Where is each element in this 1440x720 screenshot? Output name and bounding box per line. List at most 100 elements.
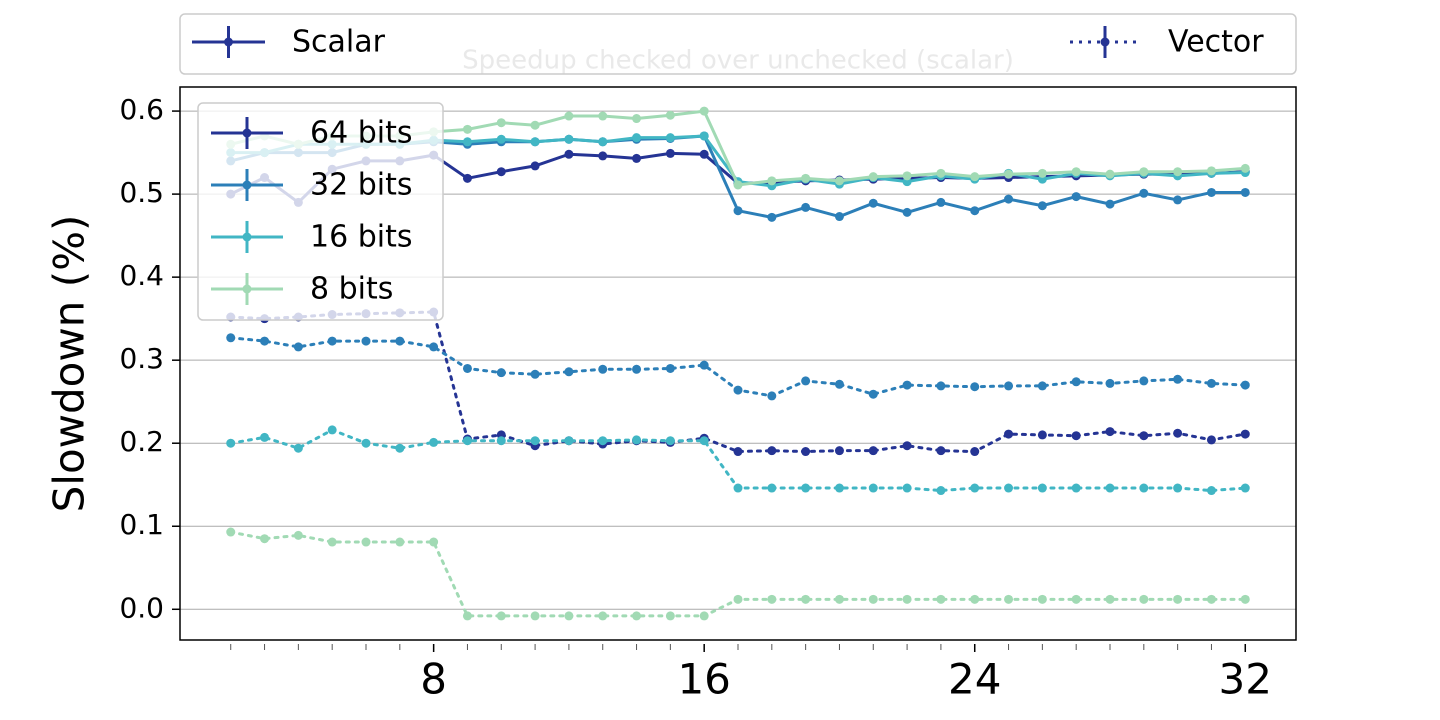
data-point bbox=[767, 594, 777, 604]
data-point bbox=[1206, 187, 1216, 197]
data-point bbox=[260, 534, 270, 544]
data-point bbox=[1139, 376, 1149, 386]
data-point bbox=[462, 436, 472, 446]
data-point bbox=[1173, 428, 1183, 438]
legend-marker bbox=[224, 37, 233, 47]
data-point bbox=[429, 537, 439, 547]
y-tick-label: 0.3 bbox=[119, 342, 164, 375]
data-point bbox=[868, 594, 878, 604]
data-point bbox=[598, 436, 608, 446]
data-point bbox=[1139, 594, 1149, 604]
data-point bbox=[327, 336, 337, 346]
data-point bbox=[530, 436, 540, 446]
data-point bbox=[1004, 381, 1014, 391]
data-point bbox=[1071, 192, 1081, 202]
data-point bbox=[1206, 486, 1216, 496]
data-point bbox=[834, 594, 844, 604]
data-point bbox=[530, 120, 540, 130]
data-point bbox=[1240, 429, 1250, 439]
y-tick-label: 0.5 bbox=[119, 176, 164, 209]
data-point bbox=[1173, 483, 1183, 493]
data-point bbox=[733, 447, 743, 457]
data-point bbox=[1206, 594, 1216, 604]
legend-box bbox=[179, 13, 1297, 75]
data-point bbox=[699, 149, 709, 159]
data-point bbox=[1105, 199, 1115, 209]
data-point bbox=[902, 207, 912, 217]
data-point bbox=[801, 594, 811, 604]
data-point bbox=[1037, 594, 1047, 604]
data-point bbox=[868, 172, 878, 182]
data-point bbox=[665, 436, 675, 446]
data-point bbox=[1139, 483, 1149, 493]
data-point bbox=[226, 438, 236, 448]
data-point bbox=[834, 379, 844, 389]
data-point bbox=[632, 611, 642, 621]
data-point bbox=[395, 537, 405, 547]
data-point bbox=[1037, 430, 1047, 440]
data-point bbox=[226, 527, 236, 537]
data-point bbox=[429, 342, 439, 352]
data-point bbox=[902, 171, 912, 181]
data-point bbox=[665, 148, 675, 158]
data-point bbox=[429, 437, 439, 447]
data-point bbox=[970, 206, 980, 216]
data-point bbox=[496, 436, 506, 446]
data-point bbox=[1037, 168, 1047, 178]
data-point bbox=[1004, 594, 1014, 604]
data-point bbox=[902, 380, 912, 390]
data-point bbox=[1105, 378, 1115, 388]
data-point bbox=[1105, 594, 1115, 604]
data-point bbox=[462, 611, 472, 621]
data-point bbox=[1240, 163, 1250, 173]
data-point bbox=[598, 151, 608, 161]
data-point bbox=[970, 172, 980, 182]
data-point bbox=[733, 206, 743, 216]
data-point bbox=[496, 611, 506, 621]
data-point bbox=[1139, 431, 1149, 441]
data-point bbox=[970, 483, 980, 493]
data-point bbox=[868, 389, 878, 399]
y-tick-label: 0.4 bbox=[119, 259, 164, 292]
data-point bbox=[1240, 594, 1250, 604]
data-point bbox=[462, 173, 472, 183]
data-point bbox=[598, 137, 608, 147]
y-tick-label: 0.1 bbox=[119, 508, 164, 541]
data-point bbox=[496, 167, 506, 177]
x-tick-label: 32 bbox=[1219, 655, 1272, 704]
data-point bbox=[936, 486, 946, 496]
legend-marker bbox=[242, 284, 252, 294]
data-point bbox=[868, 446, 878, 456]
data-point bbox=[598, 611, 608, 621]
data-point bbox=[1206, 166, 1216, 176]
data-point bbox=[1004, 169, 1014, 179]
legend-label: 64 bits bbox=[310, 116, 412, 151]
data-point bbox=[936, 446, 946, 456]
data-point bbox=[530, 137, 540, 147]
data-point bbox=[361, 537, 371, 547]
data-point bbox=[936, 168, 946, 178]
data-point bbox=[733, 594, 743, 604]
data-point bbox=[733, 483, 743, 493]
data-point bbox=[733, 385, 743, 395]
data-point bbox=[936, 381, 946, 391]
legend-marker bbox=[242, 128, 252, 138]
data-point bbox=[1105, 483, 1115, 493]
legend-label: 8 bits bbox=[310, 272, 393, 307]
data-point bbox=[530, 161, 540, 171]
data-point bbox=[936, 197, 946, 207]
data-point bbox=[970, 382, 980, 392]
legend-marker bbox=[242, 232, 252, 242]
data-point bbox=[801, 447, 811, 457]
data-point bbox=[462, 363, 472, 373]
data-point bbox=[1071, 377, 1081, 387]
data-point bbox=[1240, 380, 1250, 390]
data-point bbox=[902, 441, 912, 451]
plot-frame bbox=[179, 86, 1297, 641]
data-point bbox=[1004, 194, 1014, 204]
data-point bbox=[530, 369, 540, 379]
data-point bbox=[293, 530, 303, 540]
data-point bbox=[1173, 167, 1183, 177]
